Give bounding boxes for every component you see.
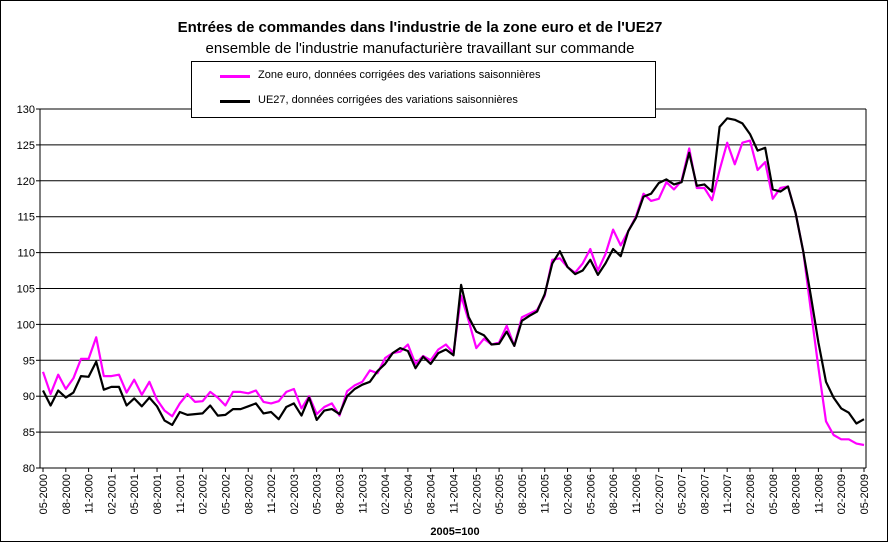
legend-item-series-2: UE27, données corrigées des variations s… [220,94,518,108]
x-tick-label: 11-2004 [449,474,461,514]
x-tick-label: 05-2001 [129,474,141,514]
x-tick-label: 02-2007 [654,474,666,514]
x-tick-label: 08-2003 [334,474,346,514]
x-tick-label: 08-2007 [699,474,711,514]
x-tick-label: 05-2003 [312,474,324,514]
x-tick-label: 11-2003 [357,474,369,514]
series-line-1 [41,139,865,447]
x-tick-label: 11-2008 [813,474,825,514]
series-lines [41,117,865,447]
x-tick-label: 08-2002 [243,474,255,514]
x-tick-label: 05-2009 [859,474,871,514]
x-tick-label: 05-2006 [585,474,597,514]
x-tick-label: 02-2009 [836,474,848,514]
y-tick-label: 125 [17,140,35,152]
chart-subtitle: ensemble de l'industrie manufacturière t… [205,40,635,57]
x-tick-label: 05-2004 [403,474,415,514]
x-tick-label: 11-2007 [722,474,734,514]
legend-swatch-series-1 [220,75,250,78]
y-tick-label: 100 [17,319,35,331]
series-line-2 [42,117,865,426]
x-tick-label: 05-2002 [220,474,232,514]
legend-swatch-series-2 [220,100,250,103]
y-tick-label: 130 [17,104,35,116]
y-tick-label: 110 [17,248,35,260]
x-tick-label: 05-2000 [38,474,50,514]
y-tick-label: 85 [23,427,35,439]
x-tick-label: 05-2005 [494,474,506,514]
x-tick-label: 11-2001 [175,474,187,514]
x-tick-label: 08-2004 [426,474,438,514]
y-tick-label: 115 [17,212,35,224]
chart-title: Entrées de commandes dans l'industrie de… [177,19,663,36]
y-tick-labels: 80 85 90 95 100 105 110 115 120 125 130 [17,104,35,475]
x-tick-label: 11-2000 [84,474,96,514]
x-tick-label: 02-2003 [289,474,301,514]
x-tick-label: 08-2005 [517,474,529,514]
y-tick-label: 105 [17,284,35,296]
y-tick-label: 95 [23,355,35,367]
gridlines [40,108,866,433]
y-tick-label: 80 [23,463,35,475]
x-tick-label: 08-2001 [152,474,164,514]
x-axis-label: 2005=100 [430,526,480,538]
x-tick-label: 02-2004 [380,474,392,514]
x-tick-label: 02-2006 [563,474,575,514]
x-tick-label: 02-2008 [745,474,757,514]
y-tick-label: 120 [17,176,35,188]
x-tick-label: 08-2006 [608,474,620,514]
x-tick-labels: 05-2000 08-2000 11-2000 02-2001 05-2001 08-20… [38,474,871,514]
legend-item-series-1: Zone euro, données corrigées des variati… [220,69,541,83]
x-tick-label: 11-2002 [266,474,278,514]
x-tick-label: 11-2006 [631,474,643,514]
legend-label-series-2: UE27, données corrigées des variations s… [258,94,518,106]
x-tick-label: 08-2000 [61,474,73,514]
x-tick-label: 02-2001 [106,474,118,514]
x-tick-label: 05-2007 [677,474,689,514]
y-tick-label: 90 [23,391,35,403]
x-tick-label: 11-2005 [540,474,552,514]
axes [36,108,867,472]
x-tick-label: 05-2008 [768,474,780,514]
legend-label-series-1: Zone euro, données corrigées des variati… [258,69,541,81]
x-tick-label: 02-2005 [471,474,483,514]
x-tick-label: 08-2008 [791,474,803,514]
chart-legend: Zone euro, données corrigées des variati… [191,61,656,118]
x-tick-label: 02-2002 [198,474,210,514]
